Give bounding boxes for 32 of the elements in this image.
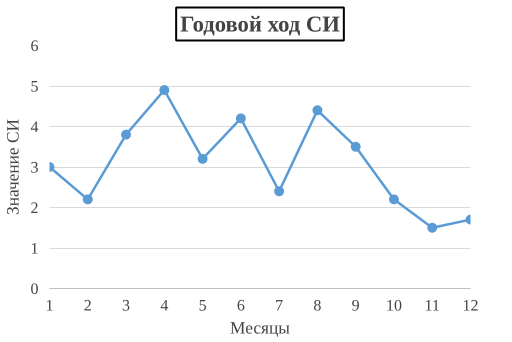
point <box>388 194 399 204</box>
x-tick-label: 3 <box>122 298 130 314</box>
point <box>198 154 208 164</box>
x-tick-label: 4 <box>160 298 168 314</box>
x-axis-title: Месяцы <box>230 318 290 338</box>
x-tick-label: 7 <box>275 298 284 314</box>
y-tick-label: 0 <box>30 281 38 298</box>
point <box>350 142 361 152</box>
y-tick-label: 5 <box>30 78 38 96</box>
y-tick-label: 1 <box>30 240 38 258</box>
point <box>121 130 132 140</box>
x-tick-label: 10 <box>386 298 402 314</box>
point <box>159 85 170 96</box>
x-tick-label: 5 <box>198 298 207 314</box>
chart-title: Годовой ход СИ <box>180 12 340 36</box>
x-tick-label: 8 <box>313 298 322 314</box>
x-tick-label: 2 <box>84 298 92 314</box>
y-tick-label: 4 <box>30 119 38 136</box>
y-axis-title: Значение СИ <box>4 119 22 215</box>
y-tick-label: 3 <box>30 160 38 176</box>
point <box>274 186 284 196</box>
x-tick-label: 1 <box>46 298 54 314</box>
point <box>312 105 322 116</box>
point <box>427 222 438 233</box>
point <box>82 194 93 204</box>
x-tick-label: 9 <box>352 298 360 314</box>
x-tick-label: 6 <box>236 298 245 314</box>
y-tick-label: 6 <box>30 38 38 55</box>
x-tick-label: 12 <box>462 298 478 314</box>
x-tick-label: 11 <box>424 298 440 314</box>
y-tick-label: 2 <box>30 200 38 217</box>
point <box>236 113 246 124</box>
